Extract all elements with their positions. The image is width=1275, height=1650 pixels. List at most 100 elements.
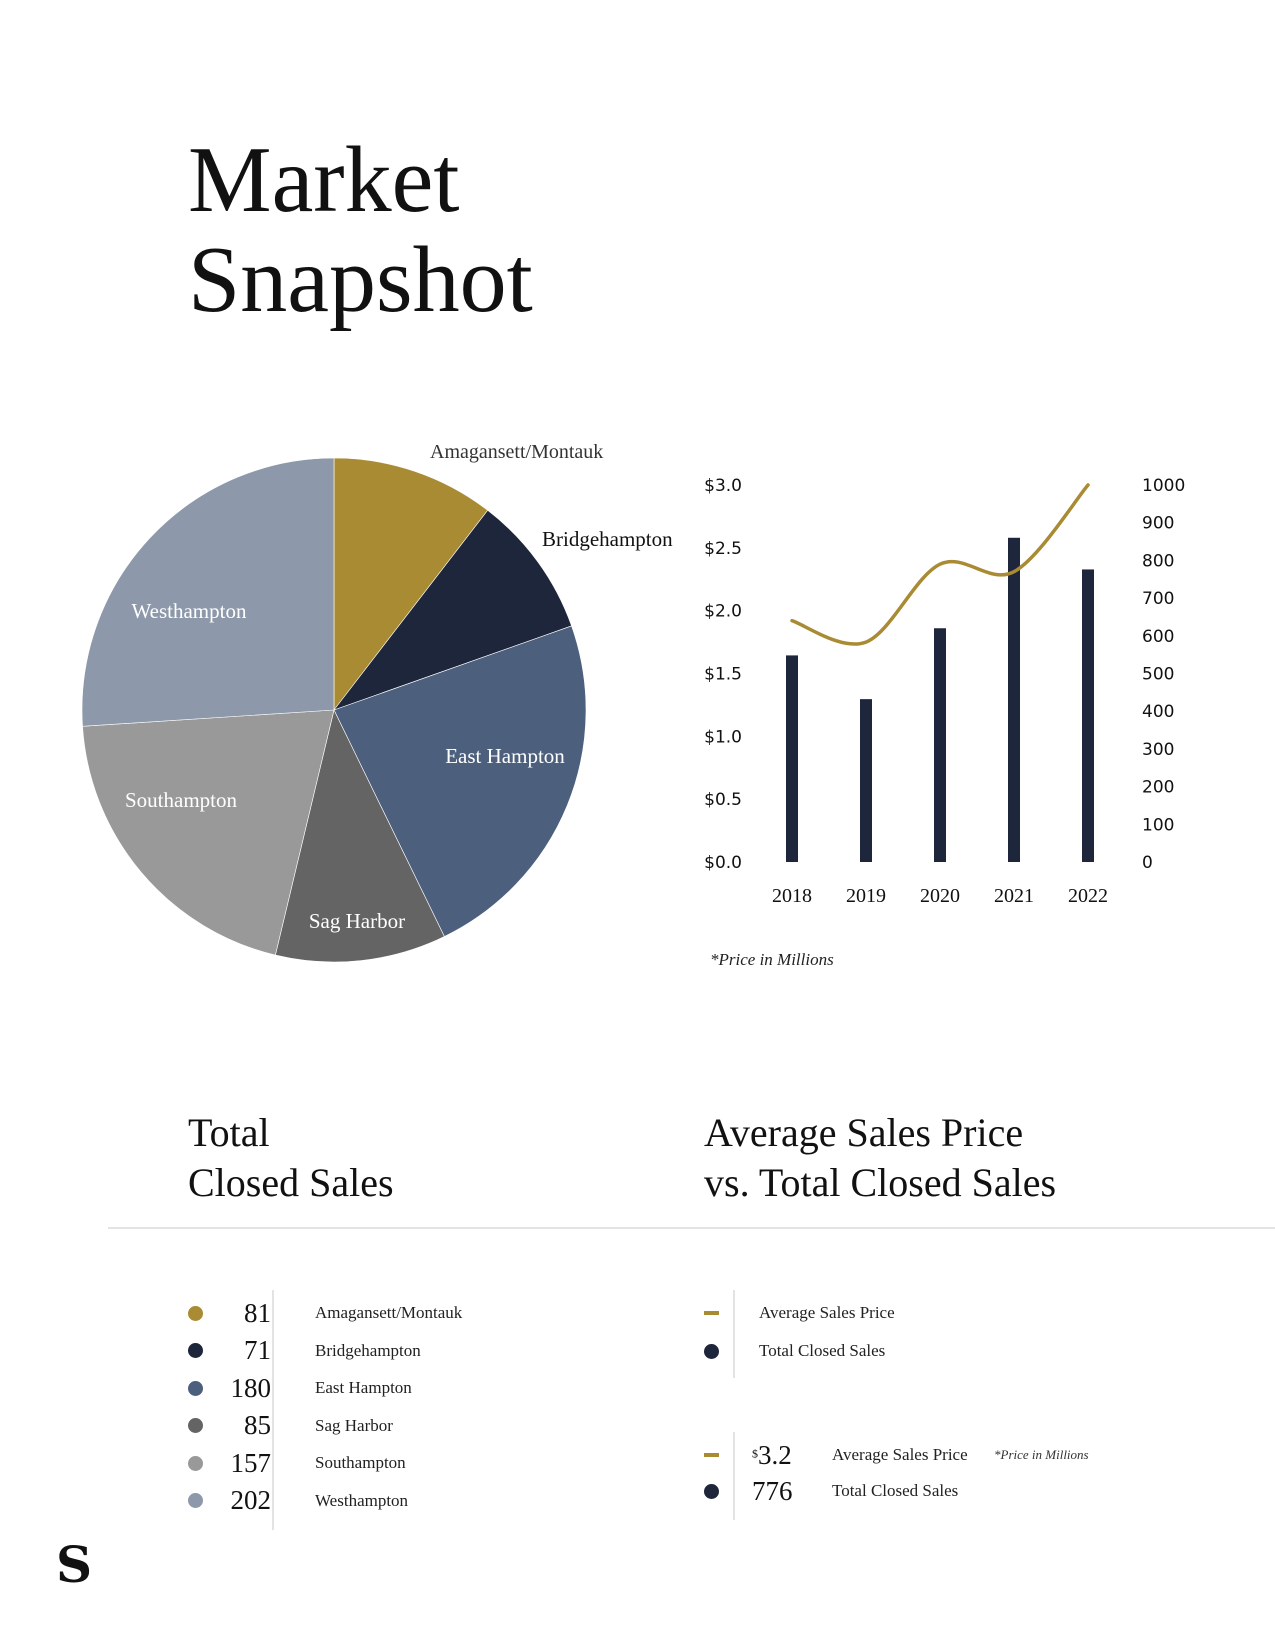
right-axis-tick: 500 [1142, 665, 1174, 685]
avg-price-vs-sales-heading: Average Sales Price vs. Total Closed Sal… [704, 1108, 1056, 1208]
left-axis-tick: $0.0 [704, 853, 742, 873]
line-average-sales-price [790, 483, 1090, 646]
legend-item-sag-harbor: 85 Sag Harbor [188, 1409, 393, 1443]
legend-item-southampton: 157 Southampton [188, 1446, 406, 1480]
pie-slice-southampton [82, 709, 335, 956]
heading-line-1: Average Sales Price [704, 1110, 1024, 1155]
bar-2021 [1008, 537, 1020, 862]
legend-label: East Hampton [315, 1378, 412, 1397]
legend-swatch [188, 1455, 203, 1471]
left-axis-tick: $1.5 [704, 665, 742, 685]
bar-2019 [860, 699, 872, 862]
legend-label: Average Sales Price [759, 1303, 895, 1322]
right-axis-tick: 900 [1142, 514, 1174, 534]
left-axis-tick: $0.5 [704, 790, 742, 810]
bar-2022 [1082, 569, 1094, 862]
left-axis-tick: $2.5 [704, 539, 742, 559]
page-title: Market Snapshot [188, 130, 533, 330]
pie-chart: Amagansett/Montauk Bridgehampton East Hamp… [81, 441, 673, 963]
heading-line-2: Closed Sales [188, 1160, 394, 1205]
x-axis-tick-2022: 2022 [1068, 885, 1108, 907]
heading-line-1: Total [188, 1110, 270, 1155]
pie-slice-sag-harbor [275, 709, 445, 963]
right-axis-tick: 100 [1142, 815, 1174, 835]
pie-slice-amagansett-montauk [333, 457, 489, 711]
total-label: Total Closed Sales [832, 1481, 959, 1500]
legend-divider [272, 1290, 274, 1530]
legend-label: Bridgehampton [315, 1340, 421, 1360]
pie-label-east-hampton: East Hampton [445, 744, 565, 768]
legend-swatch [188, 1418, 203, 1433]
x-axis-tick-2019: 2019 [846, 885, 886, 907]
legend-item-bridgehampton: 71 Bridgehampton [188, 1334, 421, 1368]
legend-label: Westhampton [315, 1490, 409, 1510]
pie-slice-bridgehampton [333, 509, 572, 711]
legend-label: Southampton [315, 1453, 406, 1472]
legend-item-east-hampton: 180 East Hampton [188, 1371, 412, 1405]
legend-swatch [704, 1343, 719, 1359]
bar-2018 [786, 655, 798, 862]
legend-label: Total Closed Sales [759, 1341, 886, 1360]
section-divider [108, 1227, 1275, 1229]
right-axis-tick: 1000 [1142, 476, 1185, 496]
left-axis-tick: $1.0 [704, 727, 742, 747]
page-title-line-2: Snapshot [188, 228, 533, 332]
bar-2020 [934, 628, 946, 862]
legend-swatch [188, 1343, 203, 1358]
pie-label-westhampton: Westhampton [132, 599, 247, 623]
total-total-closed-sales: 776 Total Closed Sales [704, 1474, 994, 1508]
legend-swatch [704, 1483, 719, 1499]
total-label: Average Sales Price [832, 1445, 968, 1464]
totals-legend-divider [733, 1432, 735, 1520]
brand-logo: S [56, 1535, 93, 1594]
total-value: 776 [752, 1475, 793, 1506]
right-axis-tick: 0 [1142, 853, 1153, 873]
legend-item-westhampton: 202 Westhampton [188, 1484, 408, 1518]
pie-label-amagansett-montauk: Amagansett/Montauk [430, 441, 603, 463]
pie-label-southampton: Southampton [125, 788, 238, 812]
right-axis-tick: 800 [1142, 551, 1174, 571]
x-axis-tick-2021: 2021 [994, 885, 1034, 907]
total-note: *Price in Millions [994, 1447, 1089, 1462]
page-title-line-1: Market [188, 128, 460, 232]
legend-value: 157 [230, 1447, 272, 1478]
right-axis-tick: 400 [1142, 702, 1174, 722]
right-axis-tick: 700 [1142, 589, 1174, 609]
legend-swatch [188, 1493, 203, 1508]
right-axis-tick: 600 [1142, 627, 1174, 647]
legend-label: Sag Harbor [315, 1415, 393, 1435]
pie-label-sag-harbor: Sag Harbor [309, 909, 405, 933]
legend-dash [704, 1311, 719, 1315]
total-value-wrap: $3.2 [752, 1440, 812, 1471]
legend-value: 71 [244, 1335, 271, 1365]
heading-line-2: vs. Total Closed Sales [704, 1160, 1057, 1205]
legend-item-amagansett-montauk: 81 Amagansett/Montauk [188, 1296, 462, 1330]
left-axis-tick: $3.0 [704, 476, 742, 496]
legend-dash [704, 1453, 719, 1457]
total-value: 3.2 [758, 1439, 792, 1470]
series-legend-total-closed-sales: Total Closed Sales [704, 1334, 885, 1368]
legend-value: 85 [244, 1410, 271, 1440]
series-legend-average-sales-price: Average Sales Price [704, 1296, 895, 1330]
legend-value: 202 [230, 1485, 272, 1515]
right-axis-tick: 300 [1142, 740, 1174, 760]
combo-chart: $0.0 $0.5 $1.0 $1.5 $2.0 $2.5 $3.0 0 100 200 300 40… [704, 476, 1185, 907]
legend-label: Amagansett/Montauk [315, 1303, 463, 1322]
legend-swatch [188, 1380, 203, 1396]
total-average-sales-price: $3.2 Average Sales Price *Price in Million… [704, 1438, 1089, 1472]
legend-swatch [188, 1305, 203, 1321]
pie-slice-east-hampton [333, 625, 587, 937]
price-note: *Price in Millions [710, 950, 834, 969]
total-prefix: $ [752, 1446, 758, 1461]
x-axis-tick-2018: 2018 [772, 885, 812, 907]
x-axis-tick-2020: 2020 [920, 885, 960, 907]
total-value-wrap: 776 [752, 1476, 812, 1507]
right-axis-tick: 200 [1142, 778, 1174, 798]
legend-value: 81 [244, 1297, 271, 1328]
pie-label-bridgehampton: Bridgehampton [542, 527, 673, 551]
left-axis-tick: $2.0 [704, 602, 742, 622]
pie-slice-westhampton [81, 457, 335, 727]
legend-value: 180 [230, 1372, 272, 1403]
total-closed-sales-heading: Total Closed Sales [188, 1108, 394, 1208]
series-legend-divider [733, 1290, 735, 1378]
